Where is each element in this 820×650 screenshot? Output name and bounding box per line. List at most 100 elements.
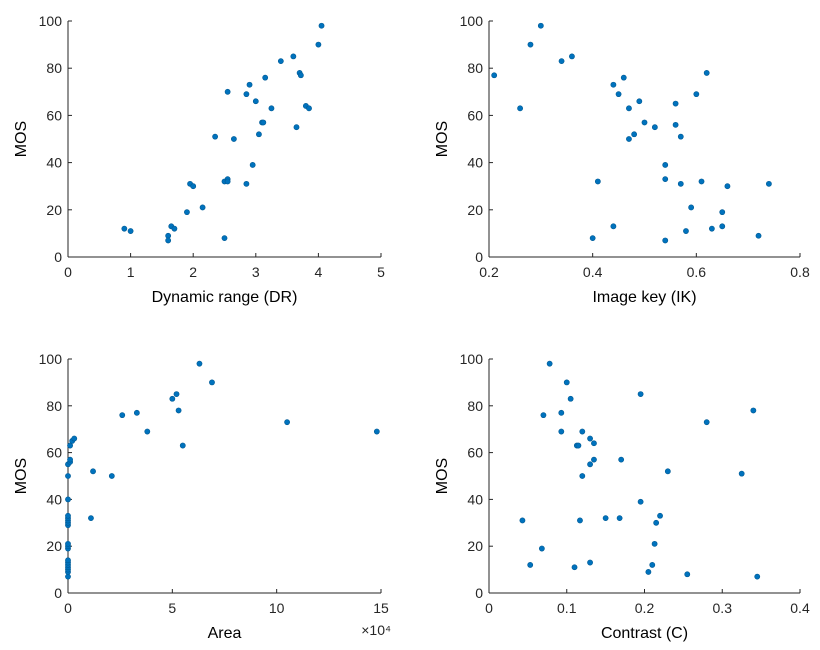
y-axis-label: MOS	[434, 121, 451, 157]
point	[618, 456, 625, 463]
point	[175, 407, 182, 414]
point	[626, 136, 632, 142]
point	[243, 91, 250, 98]
point	[569, 53, 575, 60]
point	[165, 232, 172, 239]
point	[144, 428, 151, 435]
point	[169, 395, 176, 402]
point	[677, 180, 684, 187]
point	[540, 412, 547, 419]
point	[537, 22, 544, 29]
point	[693, 91, 700, 98]
point	[626, 105, 632, 112]
point	[615, 91, 622, 98]
y-tick-label: 20	[467, 538, 483, 554]
point	[637, 391, 644, 397]
point	[708, 225, 715, 232]
point	[165, 237, 172, 244]
point	[212, 133, 219, 140]
point	[119, 412, 126, 419]
x-exponent-label: ×10⁴	[361, 622, 391, 638]
point	[563, 379, 570, 386]
y-tick-label: 100	[460, 351, 484, 367]
point	[602, 515, 609, 522]
point	[230, 136, 237, 142]
x-tick-label: 1	[127, 264, 135, 280]
point	[256, 131, 262, 138]
point	[558, 409, 565, 416]
point	[65, 496, 71, 503]
point	[527, 41, 534, 48]
point	[575, 442, 582, 449]
y-tick-label: 40	[467, 155, 483, 171]
point	[224, 88, 231, 95]
point	[199, 204, 206, 211]
point	[290, 53, 297, 60]
point	[67, 442, 73, 449]
point	[71, 435, 78, 442]
point	[262, 74, 269, 81]
point	[196, 360, 203, 367]
y-tick-label: 60	[467, 107, 483, 123]
x-tick-label: 0.2	[635, 600, 655, 616]
point	[698, 178, 705, 185]
point	[653, 519, 660, 526]
x-tick-label: 0	[64, 264, 72, 280]
point	[108, 473, 115, 479]
point	[546, 360, 553, 367]
point	[558, 428, 565, 435]
point	[127, 228, 134, 234]
point	[527, 562, 534, 568]
point	[589, 235, 596, 242]
point	[65, 540, 71, 547]
point	[754, 573, 761, 580]
x-tick-label: 2	[189, 264, 197, 280]
point	[306, 105, 312, 112]
point	[703, 70, 710, 76]
x-axis-label: Dynamic range (DR)	[152, 289, 298, 306]
x-tick-label: 3	[252, 264, 260, 280]
point	[538, 545, 545, 552]
y-axis-label: MOS	[434, 458, 451, 494]
point	[173, 391, 180, 397]
point	[657, 512, 663, 519]
point	[293, 124, 300, 131]
y-tick-label: 0	[54, 249, 62, 265]
point	[738, 470, 745, 477]
point	[662, 162, 669, 168]
x-tick-label: 0.1	[557, 600, 577, 616]
point	[620, 74, 627, 81]
y-tick-label: 80	[46, 60, 62, 76]
point	[517, 105, 523, 112]
point	[637, 498, 644, 505]
point	[677, 133, 684, 140]
y-tick-label: 20	[467, 202, 483, 218]
point	[252, 98, 259, 105]
x-tick-label: 0.8	[790, 264, 810, 280]
point	[651, 124, 658, 131]
point	[243, 180, 250, 187]
point	[750, 407, 757, 414]
x-tick-label: 15	[373, 600, 389, 616]
point	[664, 468, 671, 475]
y-tick-label: 100	[460, 13, 484, 29]
point	[703, 419, 710, 426]
x-tick-label: 0.3	[713, 600, 733, 616]
point	[567, 395, 574, 402]
point	[318, 22, 325, 29]
point	[672, 121, 679, 128]
y-tick-label: 100	[39, 351, 63, 367]
y-axis-label: MOS	[13, 121, 30, 157]
point	[65, 512, 71, 519]
point	[268, 105, 275, 112]
point	[651, 540, 658, 547]
y-axis-label: MOS	[13, 458, 30, 494]
y-tick-label: 20	[46, 538, 62, 554]
point	[636, 98, 643, 105]
point	[221, 235, 228, 242]
point	[171, 225, 178, 232]
x-tick-label: 5	[168, 600, 176, 616]
point	[297, 72, 304, 79]
point	[724, 183, 731, 190]
